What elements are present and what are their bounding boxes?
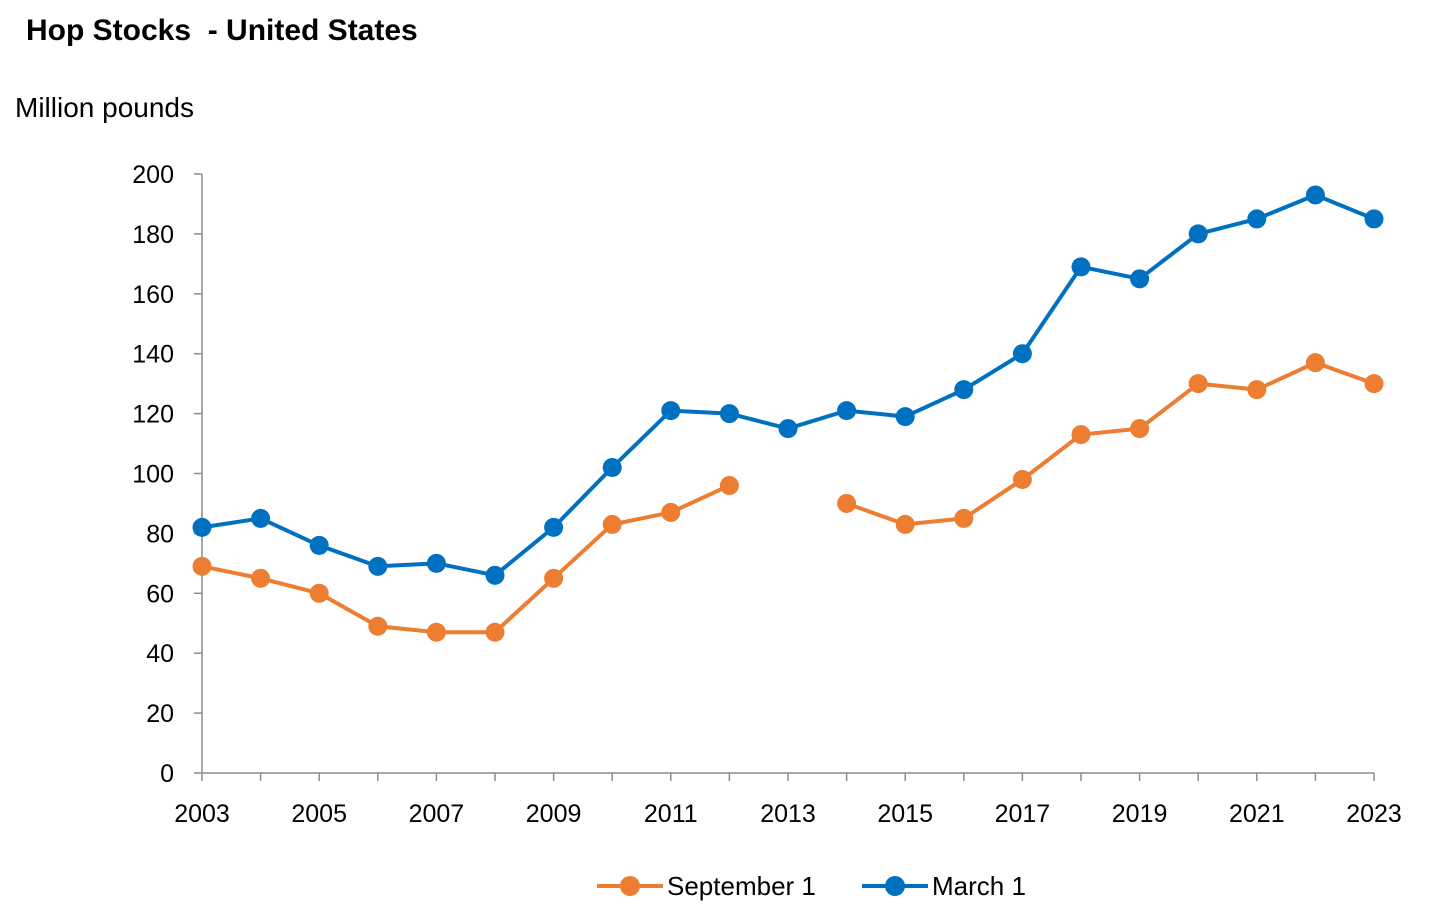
data-point-september-1 [426,622,446,642]
data-point-march-1 [251,508,271,528]
data-point-march-1 [661,401,681,421]
data-point-september-1 [1364,374,1384,394]
legend: September 1 March 1 [0,866,1431,906]
data-point-september-1 [719,475,739,495]
x-tick-label: 2005 [291,800,347,828]
x-tick-label: 2011 [644,800,698,828]
data-point-september-1 [485,622,505,642]
data-point-march-1 [954,380,974,400]
x-tick-label: 2013 [760,800,816,828]
x-tick-label: 2003 [174,800,230,828]
y-tick-label: 80 [146,520,174,548]
x-tick-label: 2019 [1112,800,1168,828]
data-point-march-1 [1130,269,1150,289]
data-point-march-1 [309,535,329,555]
data-point-september-1 [602,514,622,534]
data-point-september-1 [1012,469,1032,489]
data-point-march-1 [544,517,564,537]
x-tick-label: 2009 [526,800,582,828]
data-point-march-1 [1305,185,1325,205]
series-line-september-1 [845,360,1375,527]
y-tick-label: 180 [132,221,174,249]
x-tick-label: 2007 [409,800,465,828]
data-point-march-1 [426,553,446,573]
data-point-march-1 [1012,344,1032,364]
data-point-september-1 [309,583,329,603]
legend-item-september-1: September 1 [597,866,816,906]
legend-item-march-1: March 1 [862,866,1026,906]
y-tick-label: 100 [132,461,174,489]
data-point-march-1 [778,419,798,439]
data-point-september-1 [544,568,564,588]
data-point-september-1 [661,502,681,522]
x-tick-label: 2023 [1346,800,1402,828]
data-point-september-1 [251,568,271,588]
data-point-march-1 [192,517,212,537]
data-point-march-1 [719,404,739,424]
chart-title: Hop Stocks - United States [26,14,418,47]
data-point-march-1 [1188,224,1208,244]
data-point-september-1 [954,508,974,528]
legend-label: March 1 [932,870,1026,901]
data-point-september-1 [837,493,857,513]
y-tick-label: 20 [146,700,174,728]
data-point-march-1 [602,458,622,478]
y-axis-label: Million pounds [15,92,194,123]
data-point-september-1 [192,556,212,576]
series-line-september-1 [201,483,731,635]
data-point-march-1 [368,556,388,576]
y-tick-label: 120 [132,401,174,429]
data-point-september-1 [368,616,388,636]
data-point-march-1 [895,407,915,427]
y-tick-label: 200 [132,161,174,189]
x-tick-label: 2017 [995,800,1051,828]
data-point-march-1 [485,565,505,585]
x-tick-label: 2021 [1229,800,1285,828]
data-point-march-1 [1247,209,1267,229]
data-point-september-1 [1305,353,1325,373]
y-tick-label: 40 [146,640,174,668]
data-point-september-1 [895,514,915,534]
legend-swatch [597,876,663,896]
legend-swatch [862,876,928,896]
y-tick-label: 140 [132,341,174,369]
y-tick-label: 0 [160,760,174,788]
data-point-march-1 [1364,209,1384,229]
legend-label: September 1 [667,870,816,901]
line-chart: 0 20 40 60 80 100 120 140 160 180 200 2003 2005 2007 2… [132,161,1402,828]
data-point-september-1 [1130,419,1150,439]
y-tick-label: 160 [132,281,174,309]
y-tick-label: 60 [146,580,174,608]
data-point-march-1 [837,401,857,421]
data-point-march-1 [1071,257,1091,277]
data-point-september-1 [1188,374,1208,394]
x-tick-label: 2015 [877,800,933,828]
data-point-september-1 [1071,425,1091,445]
data-point-september-1 [1247,380,1267,400]
